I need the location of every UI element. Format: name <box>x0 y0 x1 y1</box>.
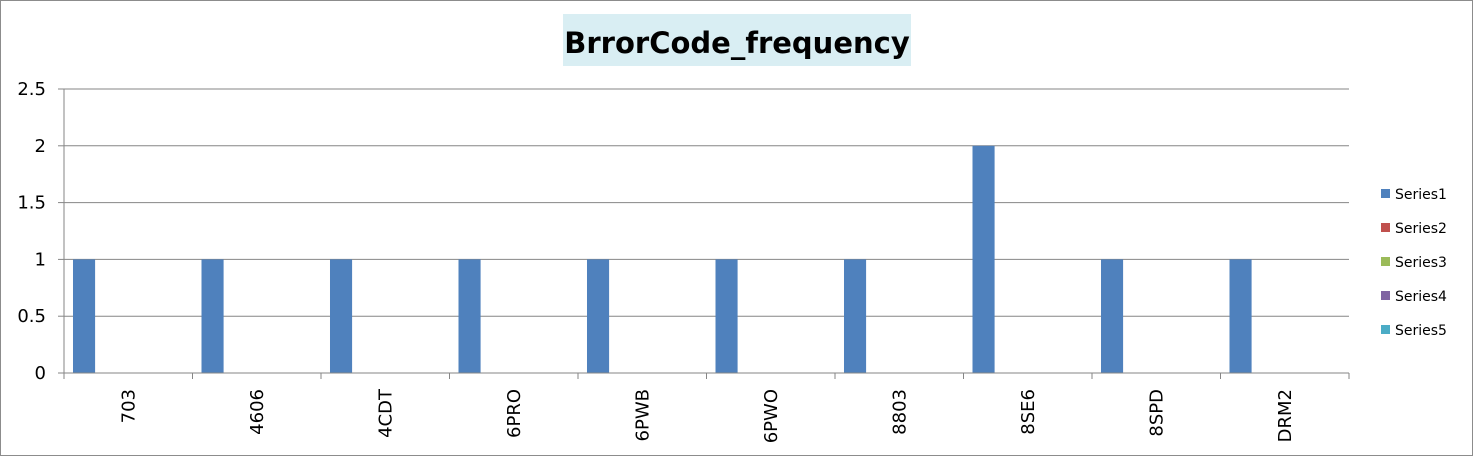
bar-series1-drm2 <box>1229 259 1252 373</box>
x-category-label: 6PWO <box>761 389 782 443</box>
legend-swatch <box>1381 325 1390 334</box>
chart-title: BrrorCode_frequency <box>564 26 910 60</box>
bar-series1-8se6 <box>972 145 995 373</box>
x-category-label: 703 <box>118 389 139 423</box>
x-axis-category-labels: 703 4606 4CDT 6PRO 6PWB 6PWO 8803 8SE6 8SPD DRM2 <box>118 388 1296 443</box>
bar-series1-6pwo <box>715 259 738 373</box>
y-axis-tick-labels: 0 0.5 1 1.5 2 2.5 <box>17 79 64 384</box>
x-category-label: 6PRO <box>504 389 525 438</box>
y-tick-label: 0 <box>35 363 46 384</box>
legend-label: Series2 <box>1395 221 1447 237</box>
x-category-label: DRM2 <box>1275 389 1296 442</box>
y-tick-label: 2.5 <box>17 79 46 100</box>
y-tick-label: 1 <box>35 249 46 270</box>
legend-swatch <box>1381 257 1390 266</box>
x-category-label: 8803 <box>889 389 910 435</box>
gridlines <box>64 88 1349 317</box>
bar-series1-4cdt <box>329 259 353 373</box>
x-category-label: 8SPD <box>1146 389 1167 437</box>
chart-title-background <box>563 14 911 66</box>
x-axis-tick-marks <box>63 373 1350 379</box>
legend-swatch <box>1381 291 1390 300</box>
bar-series1-8803 <box>843 259 867 373</box>
x-category-label: 8SE6 <box>1018 389 1039 435</box>
bar-series1-8spd <box>1100 259 1124 373</box>
chart-title-group: BrrorCode_frequency <box>563 14 911 66</box>
legend-label: Series1 <box>1395 187 1447 203</box>
legend: Series1 Series2 Series3 Series4 Series5 <box>1381 187 1447 339</box>
x-category-label: 6PWB <box>632 389 653 441</box>
bars <box>72 145 1252 373</box>
legend-label: Series3 <box>1395 255 1447 271</box>
axes <box>63 89 1349 374</box>
legend-swatch <box>1381 223 1390 232</box>
bar-series1-6pwb <box>586 259 610 373</box>
y-tick-label: 1.5 <box>17 193 46 214</box>
x-category-label: 4CDT <box>375 388 396 438</box>
y-tick-label: 0.5 <box>17 306 46 327</box>
bar-series1-6pro <box>458 259 481 373</box>
bar-series1-703 <box>72 259 96 373</box>
y-tick-label: 2 <box>35 136 46 157</box>
legend-swatch <box>1381 189 1390 198</box>
x-category-label: 4606 <box>247 389 268 435</box>
legend-label: Series5 <box>1395 323 1447 339</box>
bar-series1-4606 <box>201 259 224 373</box>
legend-label: Series4 <box>1395 289 1447 305</box>
